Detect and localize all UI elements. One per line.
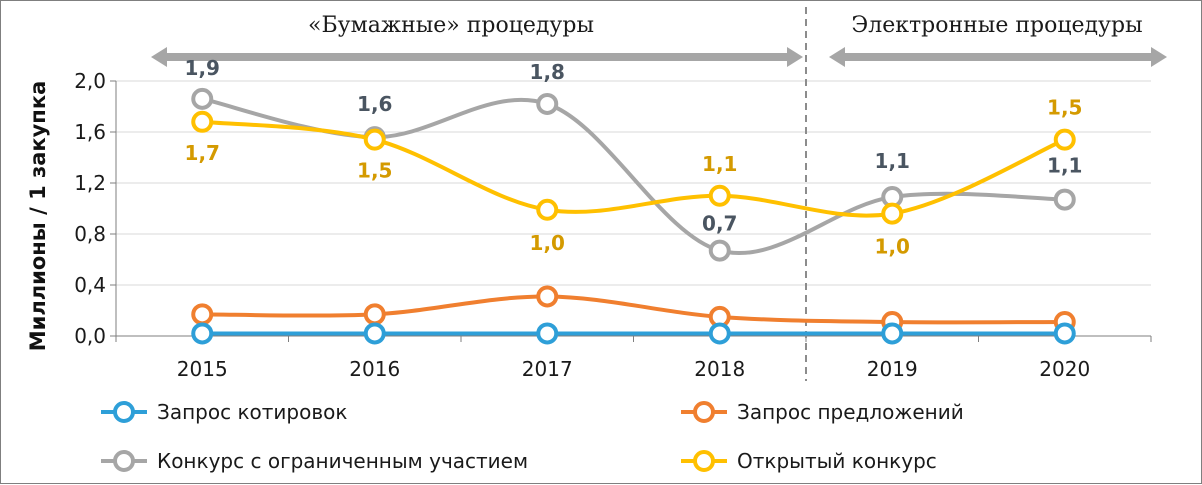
legend-item: Запрос котировок [101, 400, 347, 424]
data-point [363, 128, 386, 151]
data-point [708, 322, 731, 345]
data-point [191, 87, 214, 110]
data-point [363, 322, 386, 345]
data-point [881, 202, 904, 225]
period-label-paper: «Бумажные» процедуры [308, 13, 594, 38]
data-label: 1,5 [357, 159, 392, 183]
period-label-electronic: Электронные процедуры [851, 13, 1142, 38]
x-tick-label: 2019 [867, 357, 918, 381]
data-label: 1,1 [702, 152, 737, 176]
y-axis-label: Миллионы / 1 закупка [26, 81, 50, 351]
arrow-head-left [829, 47, 845, 67]
legend-label: Открытый конкурс [737, 449, 937, 473]
y-tick-label: 0,0 [74, 324, 106, 348]
paper-period-arrow [151, 47, 803, 67]
data-label: 1,8 [530, 60, 565, 84]
x-tick-label: 2017 [522, 357, 573, 381]
data-label: 1,7 [185, 141, 220, 165]
data-point [708, 184, 731, 207]
data-point [708, 239, 731, 262]
legend-marker [693, 401, 715, 423]
data-point [191, 322, 214, 345]
legend-marker [113, 401, 135, 423]
x-tick-label: 2016 [349, 357, 400, 381]
legend-marker [113, 450, 135, 472]
axes: 0,0 0,4 0,8 1,2 1,6 2,0 2015 2016 2017 2018 2019 20… [74, 69, 1152, 381]
legend-item: Конкурс с ограниченным участием [101, 449, 528, 473]
data-point [191, 303, 214, 326]
electronic-period-arrow [829, 47, 1167, 67]
data-point [1053, 322, 1076, 345]
data-point [1053, 128, 1076, 151]
y-tick-label: 2,0 [74, 69, 106, 93]
data-label: 1,0 [530, 231, 565, 255]
period-annotations: «Бумажные» процедуры Электронные процедур… [151, 7, 1167, 381]
legend-label: Запрос котировок [157, 400, 347, 424]
data-point [536, 92, 559, 115]
series-line [202, 294, 1065, 325]
y-tick-label: 0,4 [74, 273, 106, 297]
x-tick-label: 2015 [177, 357, 228, 381]
data-point [881, 322, 904, 345]
legend-item: Открытый конкурс [681, 449, 937, 473]
y-tick-label: 0,8 [74, 222, 106, 246]
gridlines [116, 80, 1151, 286]
y-tick-label: 1,2 [74, 171, 106, 195]
series-0 [191, 322, 1076, 345]
arrow-head-right [1151, 47, 1167, 67]
series-lines [191, 87, 1076, 345]
data-label: 1,6 [357, 92, 392, 116]
legend-item: Запрос предложений [681, 400, 964, 424]
data-label: 1,9 [185, 56, 220, 80]
x-tick-label: 2020 [1039, 357, 1090, 381]
legend-label: Запрос предложений [737, 400, 964, 424]
data-point [536, 285, 559, 308]
data-point [536, 198, 559, 221]
arrow-head-right [787, 47, 803, 67]
series-3 [191, 110, 1076, 225]
data-label: 1,0 [875, 235, 910, 259]
legend: Запрос котировок Запрос предложений Конкур… [101, 400, 964, 473]
series-line [202, 119, 1066, 218]
data-point [363, 303, 386, 326]
data-label: 1,1 [1047, 154, 1082, 178]
data-point [191, 110, 214, 133]
series-1 [191, 285, 1076, 333]
data-point [536, 322, 559, 345]
data-label: 1,1 [875, 149, 910, 173]
data-labels: 1,9 1,6 1,8 0,7 1,1 1,1 1,7 1,5 1,0 1,1 1,0 1,5 [185, 56, 1083, 259]
legend-label: Конкурс с ограниченным участием [157, 449, 528, 473]
arrow-head-left [151, 47, 167, 67]
y-tick-label: 1,6 [74, 120, 106, 144]
x-tick-label: 2018 [694, 357, 745, 381]
data-point [1053, 188, 1076, 211]
series-line [201, 96, 1065, 256]
legend-marker [693, 450, 715, 472]
data-label: 0,7 [702, 212, 737, 236]
data-label: 1,5 [1047, 96, 1082, 120]
